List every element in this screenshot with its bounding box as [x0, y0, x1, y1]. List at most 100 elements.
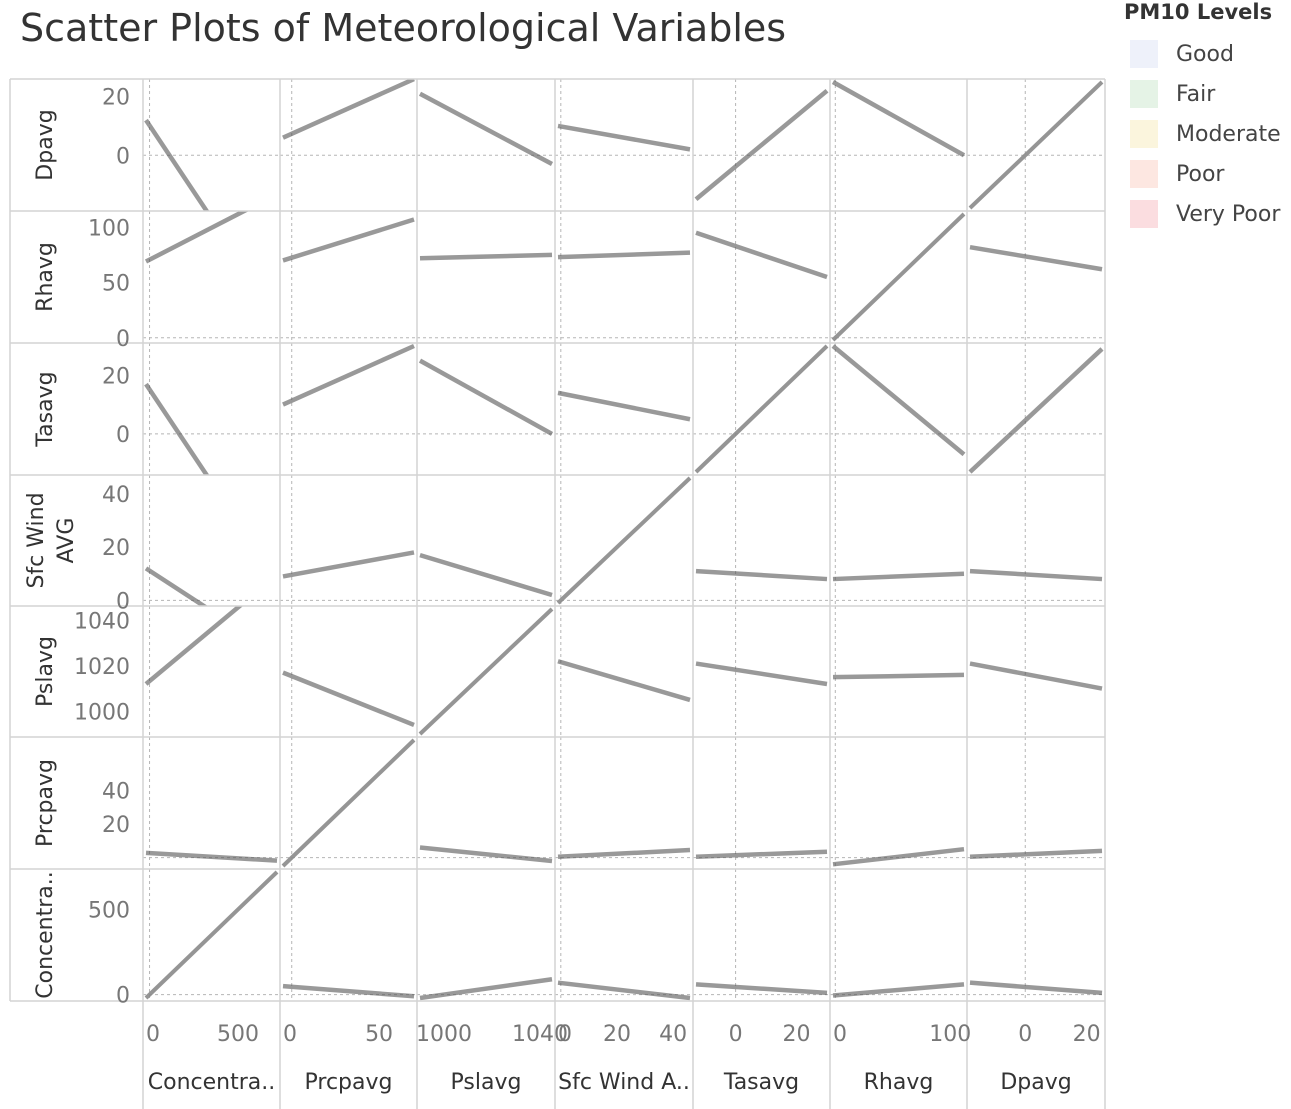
- trend-line-rhavg-vs-rhavg: [831, 212, 966, 342]
- col-title-rhavg: Rhavg: [864, 1070, 934, 1095]
- legend-label: Fair: [1176, 81, 1216, 107]
- legend-swatch: [1130, 160, 1158, 188]
- trend-line-rhavg-vs-pslavg: [419, 252, 553, 261]
- col-tick-pslavg: 1000: [416, 1022, 472, 1047]
- cell-tasavg-vs-prcpavg: [280, 343, 417, 475]
- trend-line-dpavg-vs-tasavg: [694, 89, 829, 201]
- trend-line-rhavg-vs-concentration: [144, 211, 250, 264]
- cell-rhavg-vs-dpavg: [967, 211, 1105, 343]
- trend-line-tasavg-vs-pslavg: [418, 358, 554, 436]
- cell-prcpavg-vs-prcpavg: [280, 737, 417, 869]
- cell-pslavg-vs-concentration: [144, 606, 244, 737]
- col-tick-dpavg: 0: [1018, 1022, 1032, 1047]
- row-tick-sfcwind: 40: [102, 483, 130, 508]
- cell-sfcwind-vs-sfcwind: [555, 475, 693, 606]
- trend-line-pslavg-vs-prcpavg: [282, 670, 415, 727]
- trend-line-prcpavg-vs-rhavg: [832, 846, 965, 867]
- trend-line-dpavg-vs-prcpavg: [282, 79, 415, 140]
- legend: PM10 Levels Good Fair Moderate Poor Very Poo…: [1122, 0, 1287, 234]
- row-tick-dpavg: 20: [102, 86, 130, 111]
- col-tick-concentration: 500: [217, 1022, 259, 1047]
- cell-dpavg-vs-dpavg: [967, 79, 1105, 211]
- trend-line-concentration-vs-prcpavg: [282, 983, 415, 999]
- col-title-tasavg: Tasavg: [723, 1070, 799, 1095]
- row-tick-prcpavg: 40: [102, 779, 130, 804]
- row-tick-prcpavg: 20: [102, 813, 130, 838]
- col-tick-sfcwind: 20: [603, 1022, 631, 1047]
- legend-swatch: [1130, 40, 1158, 68]
- row-tick-tasavg: 20: [102, 364, 130, 389]
- cell-tasavg-vs-dpavg: [967, 343, 1105, 475]
- trend-line-pslavg-vs-pslavg: [418, 607, 554, 736]
- trend-line-sfcwind-vs-sfcwind: [556, 476, 692, 605]
- legend-item-fair[interactable]: Fair: [1122, 74, 1287, 114]
- trend-line-prcpavg-vs-sfcwind: [557, 847, 691, 860]
- legend-swatch: [1130, 200, 1158, 228]
- legend-item-poor[interactable]: Poor: [1122, 154, 1287, 194]
- trend-line-dpavg-vs-rhavg: [831, 80, 966, 158]
- row-title-dpavg: Dpavg: [33, 109, 58, 180]
- cell-sfcwind-vs-pslavg: [417, 552, 555, 601]
- col-tick-dpavg: 20: [1073, 1022, 1101, 1047]
- cell-sfcwind-vs-concentration: [143, 475, 280, 606]
- cell-rhavg-vs-prcpavg: [280, 211, 417, 343]
- legend-swatch: [1130, 80, 1158, 108]
- trend-line-concentration-vs-concentration: [144, 870, 279, 1000]
- col-tick-prcpavg: 50: [365, 1022, 393, 1047]
- cell-prcpavg-vs-sfcwind: [555, 737, 693, 869]
- trend-line-pslavg-vs-rhavg: [832, 672, 965, 680]
- legend-item-moderate[interactable]: Moderate: [1122, 114, 1287, 154]
- row-tick-concentration: 0: [116, 984, 130, 1009]
- col-tick-sfcwind: 0: [558, 1022, 572, 1047]
- legend-item-good[interactable]: Good: [1122, 34, 1287, 74]
- trend-line-rhavg-vs-dpavg: [969, 244, 1103, 272]
- cell-prcpavg-vs-rhavg: [830, 737, 967, 869]
- cell-pslavg-vs-rhavg: [832, 606, 965, 737]
- trend-line-dpavg-vs-concentration: [144, 118, 210, 211]
- cell-prcpavg-vs-pslavg: [417, 845, 555, 864]
- row-tick-pslavg: 1040: [74, 609, 130, 634]
- row-title-sfcwind: Sfc Wind AVG: [24, 492, 79, 588]
- cell-tasavg-vs-sfcwind: [555, 343, 693, 475]
- cell-dpavg-vs-concentration: [143, 79, 280, 211]
- cell-pslavg-vs-tasavg: [695, 606, 828, 737]
- trend-line-prcpavg-vs-tasavg: [695, 849, 828, 860]
- col-tick-concentration: 0: [146, 1022, 160, 1047]
- cell-pslavg-vs-sfcwind: [557, 606, 691, 737]
- cell-pslavg-vs-pslavg: [418, 607, 554, 736]
- col-title-concentration: Concentra..: [148, 1070, 275, 1095]
- legend-swatch: [1130, 120, 1158, 148]
- trend-line-sfcwind-vs-prcpavg: [282, 550, 415, 579]
- trend-line-pslavg-vs-concentration: [144, 606, 244, 686]
- trend-line-concentration-vs-sfcwind: [557, 980, 691, 1001]
- legend-item-very-poor[interactable]: Very Poor: [1122, 194, 1287, 234]
- trend-line-sfcwind-vs-pslavg: [419, 552, 553, 598]
- col-title-pslavg: Pslavg: [451, 1070, 522, 1095]
- row-tick-rhavg: 50: [102, 272, 130, 297]
- legend-label: Moderate: [1176, 121, 1281, 147]
- cell-dpavg-vs-pslavg: [417, 91, 555, 167]
- col-tick-pslavg: 1040: [512, 1022, 568, 1047]
- cell-sfcwind-vs-rhavg: [830, 475, 967, 606]
- col-tick-prcpavg: 0: [283, 1022, 297, 1047]
- cell-pslavg-vs-prcpavg: [282, 606, 415, 737]
- trend-line-dpavg-vs-pslavg: [418, 91, 554, 167]
- cell-sfcwind-vs-tasavg: [693, 475, 830, 606]
- col-title-sfcwind: Sfc Wind A..: [558, 1070, 690, 1095]
- cell-prcpavg-vs-dpavg: [967, 737, 1105, 869]
- cell-dpavg-vs-rhavg: [830, 79, 967, 211]
- row-tick-concentration: 500: [88, 898, 130, 923]
- cell-prcpavg-vs-concentration: [143, 737, 280, 869]
- cell-rhavg-vs-pslavg: [417, 252, 555, 339]
- legend-label: Very Poor: [1176, 201, 1281, 227]
- cell-tasavg-vs-tasavg: [693, 343, 830, 475]
- trend-line-sfcwind-vs-rhavg: [832, 571, 965, 582]
- legend-items: Good Fair Moderate Poor Very Poor: [1122, 34, 1287, 234]
- scatter-matrix: Dpavg 0 20 Rhavg 0 50 100 Tasavg 0 20 Sfc Wind AVG 0…: [9, 78, 1106, 1109]
- row-tick-rhavg: 0: [116, 327, 130, 352]
- cell-sfcwind-vs-prcpavg: [280, 475, 417, 606]
- trend-line-concentration-vs-rhavg: [832, 982, 965, 998]
- trend-line-prcpavg-vs-pslavg: [419, 845, 553, 864]
- row-tick-tasavg: 0: [116, 423, 130, 448]
- cell-dpavg-vs-prcpavg: [280, 79, 417, 211]
